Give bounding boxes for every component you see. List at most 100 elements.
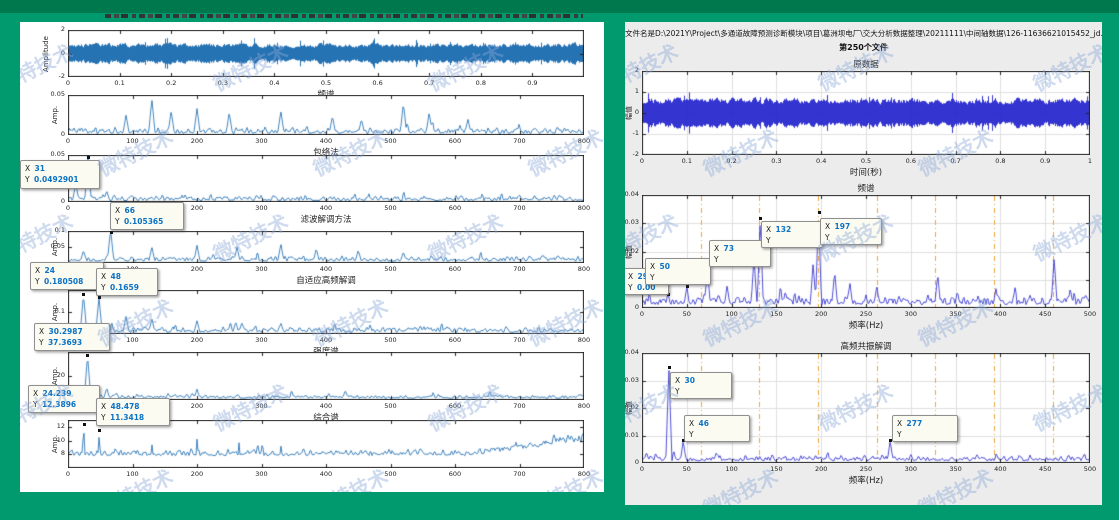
x-tick-label: 200 (190, 137, 204, 145)
x-tick-label: 100 (126, 137, 139, 145)
subplot-canvas (68, 95, 584, 135)
x-tick-label: 0 (65, 204, 71, 212)
x-tick-label: 300 (255, 204, 268, 212)
subplot-title: 频谱 (857, 184, 875, 194)
y-tick-label: 20 (56, 371, 65, 379)
clipped-figure-title (105, 14, 583, 18)
x-tick-label: 200 (814, 310, 828, 318)
data-tip-marker (83, 423, 86, 426)
x-tick-label: 100 (126, 336, 139, 344)
x-tick-label: 600 (448, 470, 462, 478)
y-tick-label: 0.01 (625, 430, 639, 439)
y-tick-label: 0.04 (625, 348, 639, 356)
x-tick-label: 0 (639, 310, 645, 318)
data-tip[interactable]: X 24 Y 0.180508 (30, 262, 104, 290)
figure-left: Amplitude 2 0 -2 0 0.1 0.2 0.3 0.4 0.5 0.6 0.7 0.8 0.… (20, 22, 604, 492)
y-tick-label: 0.1 (54, 226, 65, 234)
data-tip[interactable]: X 48.478 Y 11.3418 (96, 398, 170, 426)
x-axis-label: 包络法 (313, 148, 339, 158)
x-tick-label: 350 (949, 465, 962, 473)
x-tick-label: 0.1 (114, 79, 125, 87)
data-tip[interactable]: X 46Y 0.00815121 (684, 415, 750, 442)
figure-title-path: 文件名是D:\2021Y\Project\多通道故障预测诊断模块\项目\葛洲坝电… (625, 29, 1102, 38)
x-tick-label: 0.6 (372, 79, 383, 87)
y-tick-label: 0 (634, 303, 639, 311)
x-tick-label: 300 (255, 265, 268, 273)
x-tick-label: 700 (513, 204, 526, 212)
x-tick-label: 400 (994, 310, 1007, 318)
y-tick-label: 0.05 (50, 90, 65, 98)
x-tick-label: 800 (577, 204, 591, 212)
x-tick-label: 0.8 (475, 79, 486, 87)
x-axis-label: 自适应高频解调 (296, 276, 356, 286)
x-tick-label: 700 (513, 470, 526, 478)
y-tick-label: 0 (60, 130, 65, 138)
data-tip[interactable]: X 73Y 0.0140633 (709, 240, 771, 267)
x-tick-label: 50 (682, 465, 691, 473)
x-tick-label: 600 (448, 265, 462, 273)
x-tick-label: 500 (1083, 310, 1097, 318)
x-tick-label: 700 (513, 265, 526, 273)
x-tick-label: 100 (725, 310, 738, 318)
data-tip-marker (98, 429, 101, 432)
x-tick-label: 800 (577, 402, 591, 410)
y-tick-label: -2 (632, 150, 639, 158)
x-tick-label: 200 (190, 336, 204, 344)
x-tick-label: 0.7 (950, 157, 961, 165)
x-tick-label: 400 (319, 336, 333, 344)
y-tick-label: -2 (58, 72, 65, 80)
data-tip-marker (686, 285, 689, 288)
x-tick-label: 700 (513, 336, 526, 344)
x-tick-label: 300 (904, 310, 917, 318)
y-tick-label: 0.03 (625, 218, 639, 227)
data-tip-marker (82, 293, 85, 296)
x-tick-label: 0.6 (905, 157, 916, 165)
x-tick-label: 500 (384, 265, 397, 273)
x-tick-label: 200 (814, 465, 828, 473)
data-tip-marker (98, 296, 101, 299)
y-tick-label: 0.04 (625, 190, 639, 198)
subplot-canvas (68, 352, 584, 400)
y-tick-label: 0 (60, 197, 65, 205)
subplot-canvas (642, 71, 1090, 155)
x-tick-label: 0.5 (860, 157, 872, 165)
x-tick-label: 150 (770, 465, 783, 473)
data-tip[interactable]: X 66 Y 0.105365 (110, 202, 184, 230)
subplot-canvas (68, 420, 584, 468)
subplot-title: 原数据 (853, 60, 879, 70)
y-tick-label: 10 (56, 435, 65, 444)
y-tick-label: 0.05 (50, 242, 65, 250)
data-tip[interactable]: X 48 Y 0.1659 (96, 268, 158, 296)
x-axis-label: 时间(秒) (849, 168, 883, 178)
x-tick-label: 800 (577, 265, 591, 273)
x-tick-label: 500 (384, 402, 397, 410)
x-tick-label: 50 (682, 310, 691, 318)
data-tip[interactable]: X 31 Y 0.0492901 (20, 160, 100, 189)
x-tick-label: 500 (384, 137, 397, 145)
y-tick-label: 0.02 (625, 403, 639, 411)
subplot-canvas (68, 290, 584, 334)
data-tip[interactable]: X 30.2987 Y 37.3693 (34, 323, 110, 351)
data-tip[interactable]: X 24.239 Y 12.3896 (28, 385, 100, 413)
data-tip-marker (110, 231, 113, 234)
x-tick-label: 400 (319, 402, 333, 410)
x-tick-label: 0.3 (771, 157, 782, 165)
x-tick-label: 400 (319, 204, 333, 212)
x-tick-label: 600 (448, 137, 462, 145)
y-tick-label: 12 (56, 421, 65, 430)
data-tip[interactable]: X 30Y 0.0349552 (670, 372, 732, 399)
y-tick-label: 0.1 (54, 307, 65, 315)
y-tick-label: 1 (634, 87, 639, 95)
x-tick-label: 150 (770, 310, 783, 318)
x-tick-label: 250 (859, 465, 873, 473)
x-tick-label: 800 (577, 137, 591, 145)
x-tick-label: 0.2 (726, 157, 737, 165)
data-tip[interactable]: X 50Y 0.00775406 (645, 258, 711, 285)
x-axis-label: 综合谱 (313, 413, 339, 423)
x-tick-label: 0.3 (217, 79, 228, 87)
x-axis-label: 滤波解调方法 (300, 215, 352, 225)
figure-right: 文件名是D:\2021Y\Project\多通道故障预测诊断模块\项目\葛洲坝电… (625, 22, 1102, 505)
